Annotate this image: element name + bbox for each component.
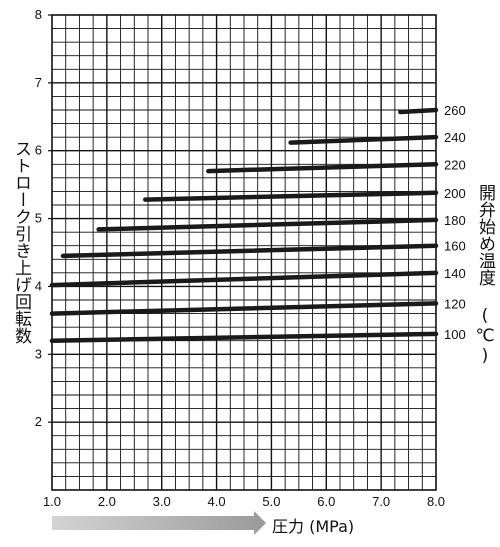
series-line-260: [398, 107, 439, 115]
x-tick-label: 1.0: [43, 494, 61, 509]
x-tick-labels: 1.0 2.0 3.0 4.0 5.0 6.0 7.0 8.0: [43, 494, 445, 509]
y-tick-label: 7: [35, 75, 42, 90]
y-tick-label: 5: [35, 211, 42, 226]
series-line-120: [49, 301, 439, 316]
x-axis-label: 圧力 (MPa): [272, 517, 355, 536]
y-tick-labels: 2 3 4 5 6 7 8: [35, 7, 52, 429]
minor-gridlines: [52, 15, 436, 490]
series-labels: 100 120 140 160 180 200 220 240 260: [444, 103, 466, 342]
y-tick-label: 2: [35, 414, 42, 429]
series-label-160: 160: [444, 239, 466, 254]
y-tick-label: 6: [35, 143, 42, 158]
series-label-220: 220: [444, 157, 466, 172]
series-line-140: [49, 270, 439, 288]
series-line-180: [96, 217, 439, 232]
plot-frame: [51, 14, 437, 491]
series-line-240: [288, 134, 439, 145]
x-tick-label: 7.0: [372, 494, 390, 509]
series-label-260: 260: [444, 103, 466, 118]
series-label-200: 200: [444, 186, 466, 201]
series-line-220: [206, 162, 439, 174]
x-axis-arrow-icon: [52, 511, 266, 535]
series-label-180: 180: [444, 213, 466, 228]
legend-title: 開弁始め温度 (℃): [475, 184, 495, 366]
y-tick-label: 8: [35, 7, 42, 22]
x-tick-label: 6.0: [317, 494, 335, 509]
series-label-120: 120: [444, 296, 466, 311]
x-tick-label: 5.0: [262, 494, 280, 509]
x-tick-label: 4.0: [208, 494, 226, 509]
y-tick-label: 3: [35, 346, 42, 361]
y-axis-label: ストローク引き上げ回転数: [11, 140, 31, 344]
series-lines: [49, 107, 439, 343]
series-line-200: [143, 190, 439, 202]
x-tick-label: 8.0: [427, 494, 445, 509]
series-line-100: [49, 331, 439, 343]
series-label-100: 100: [444, 327, 466, 342]
series-label-240: 240: [444, 130, 466, 145]
series-line-160: [60, 243, 439, 259]
x-tick-label: 2.0: [98, 494, 116, 509]
series-label-140: 140: [444, 266, 466, 281]
x-tick-label: 3.0: [153, 494, 171, 509]
y-tick-label: 4: [35, 278, 42, 293]
